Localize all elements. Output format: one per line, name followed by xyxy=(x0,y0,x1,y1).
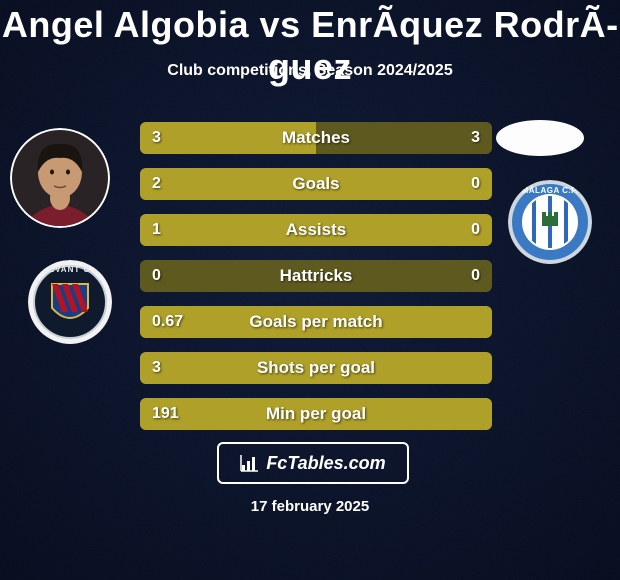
stat-value-left: 2 xyxy=(152,168,161,200)
stat-label: Goals per match xyxy=(140,306,492,338)
stat-row: Matches3 3 xyxy=(140,122,492,154)
date-caption: 17 february 2025 xyxy=(0,498,620,515)
svg-text:MÁLAGA C.F.: MÁLAGA C.F. xyxy=(522,186,579,195)
stat-label: Shots per goal xyxy=(140,352,492,384)
stat-value-right: 0 xyxy=(471,168,480,200)
comparison-infographic: Angel Algobia vs EnrÃ­quez RodrÃ­guez Cl… xyxy=(0,0,620,580)
stat-row: Shots per goal3 xyxy=(140,352,492,384)
stat-value-right: 0 xyxy=(471,214,480,246)
bar-chart-icon xyxy=(240,453,260,473)
stat-value-left: 0.67 xyxy=(152,306,183,338)
stat-row: Assists1 0 xyxy=(140,214,492,246)
stat-label: Matches xyxy=(140,122,492,154)
stat-value-left: 3 xyxy=(152,352,161,384)
stat-value-left: 1 xyxy=(152,214,161,246)
stat-value-right: 3 xyxy=(471,122,480,154)
stat-row: Goals2 0 xyxy=(140,168,492,200)
club-badge-right: MÁLAGA C.F. xyxy=(508,180,592,264)
stat-value-left: 191 xyxy=(152,398,179,430)
stat-value-left: 3 xyxy=(152,122,161,154)
stat-value-left: 0 xyxy=(152,260,161,292)
club-badge-left: LLEVANT U.E. xyxy=(28,260,112,344)
player-left-avatar xyxy=(10,128,110,228)
svg-text:LLEVANT U.E.: LLEVANT U.E. xyxy=(37,265,103,274)
stat-label: Assists xyxy=(140,214,492,246)
stat-label: Min per goal xyxy=(140,398,492,430)
stat-label: Hattricks xyxy=(140,260,492,292)
subtitle: Club competitions, Season 2024/2025 xyxy=(0,62,620,80)
stat-label: Goals xyxy=(140,168,492,200)
stat-row: Goals per match0.67 xyxy=(140,306,492,338)
branding-box: FcTables.com xyxy=(217,442,409,484)
branding-text: FcTables.com xyxy=(266,453,385,474)
stat-row: Min per goal191 xyxy=(140,398,492,430)
player-right-avatar-placeholder xyxy=(494,118,586,158)
stat-row: Hattricks0 0 xyxy=(140,260,492,292)
stat-value-right: 0 xyxy=(471,260,480,292)
